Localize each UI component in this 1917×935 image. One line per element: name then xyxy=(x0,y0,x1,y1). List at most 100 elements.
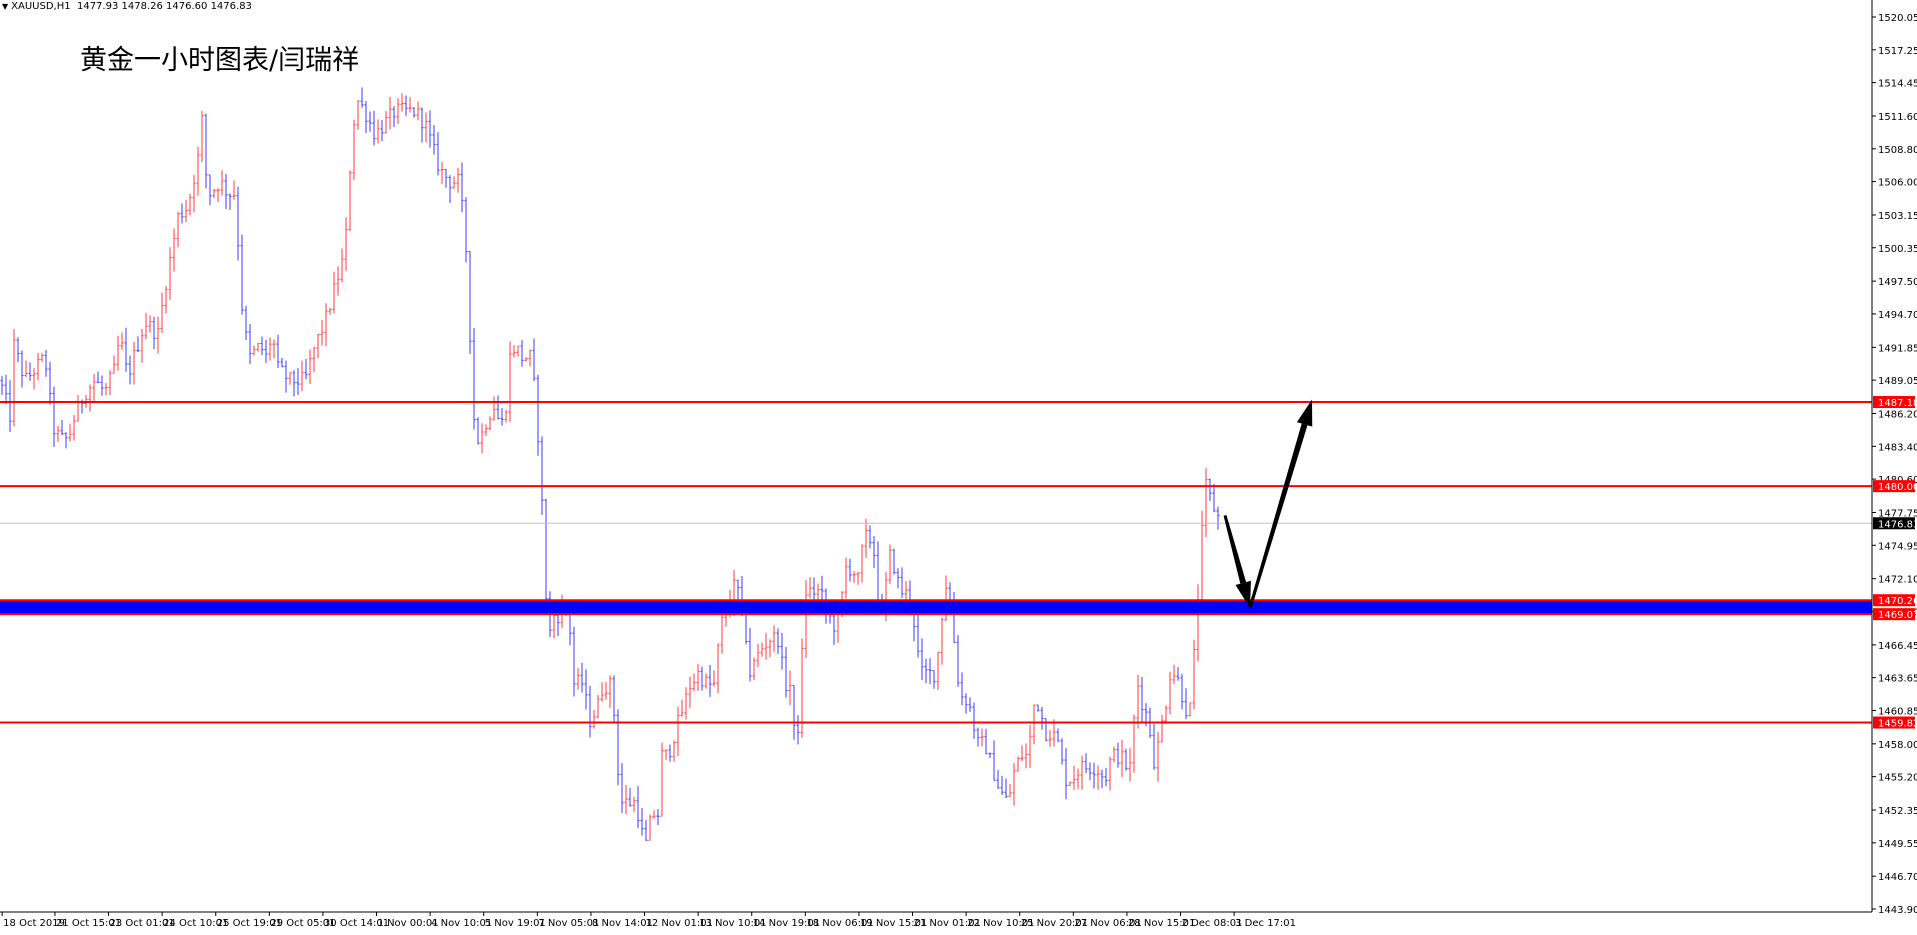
ohlc-bar xyxy=(316,334,320,359)
price-bars xyxy=(0,87,1220,841)
ohlc-bar xyxy=(616,709,620,786)
ohlc-bar xyxy=(1088,762,1092,781)
support-zone[interactable] xyxy=(0,600,1872,615)
ohlc-bar xyxy=(504,410,508,423)
ohlc-bar xyxy=(124,327,128,372)
ohlc-bar xyxy=(1000,775,1004,795)
ohlc-bar xyxy=(464,197,468,263)
ohlc-bar xyxy=(596,695,600,719)
ohlc-bar xyxy=(112,355,116,374)
ohlc-bar xyxy=(916,614,920,658)
y-tick-label: 1514.45 xyxy=(1878,79,1917,90)
dropdown-triangle-icon[interactable]: ▼ xyxy=(2,2,9,11)
ohlc-bar xyxy=(356,100,360,130)
ohlc-bar xyxy=(28,362,32,381)
ohlc-bar xyxy=(544,498,548,605)
ohlc-bar xyxy=(172,228,176,272)
ohlc-bar xyxy=(524,357,528,362)
ohlc-bar xyxy=(656,809,660,825)
ohlc-bar xyxy=(336,266,340,296)
ohlc-bar xyxy=(700,666,704,691)
ohlc-bar xyxy=(1120,739,1124,778)
ohlc-bar xyxy=(804,580,808,659)
ohlc-bar xyxy=(276,334,280,369)
ohlc-bar xyxy=(292,370,296,397)
ohlc-bar xyxy=(1136,674,1140,729)
ohlc-bar xyxy=(624,785,628,815)
ohlc-bar xyxy=(1084,753,1088,774)
ohlc-bar xyxy=(712,670,716,687)
ohlc-bar xyxy=(708,665,712,697)
horizontal-levels[interactable] xyxy=(0,401,1872,724)
x-tick-label: 22 Nov 10:01 xyxy=(967,918,1034,929)
ohlc-bar xyxy=(668,744,672,762)
ohlc-bar xyxy=(32,368,36,390)
ohlc-bar xyxy=(772,625,776,653)
x-tick-label: 3 Dec 17:01 xyxy=(1235,918,1296,929)
ohlc-bar xyxy=(1028,724,1032,768)
ohlc-bar xyxy=(496,395,500,420)
ohlc-bar xyxy=(612,675,616,722)
ohlc-bar xyxy=(60,420,64,436)
x-tick-label: 4 Nov 10:01 xyxy=(431,918,492,929)
ohlc-bar xyxy=(988,752,992,758)
ohlc-bar xyxy=(92,374,96,401)
y-tick-label: 1497.50 xyxy=(1878,277,1917,288)
ohlc-bar xyxy=(272,339,276,359)
ohlc-bar xyxy=(420,107,424,143)
ohlc-bar xyxy=(264,340,268,363)
x-tick-label: 18 Nov 06:01 xyxy=(806,918,873,929)
ohlc-bar xyxy=(1020,745,1024,762)
ohlc-bar xyxy=(536,374,540,456)
ohlc-bar xyxy=(636,786,640,829)
ohlc-bar xyxy=(1172,664,1176,685)
ohlc-bar xyxy=(144,313,148,340)
ohlc-bar xyxy=(748,627,752,682)
ohlc-bar xyxy=(184,199,188,223)
ohlc-bar xyxy=(1180,673,1184,710)
ohlc-bar xyxy=(368,111,372,132)
ohlc-bar xyxy=(900,567,904,598)
ohlc-bar xyxy=(236,186,240,261)
ohlc-bar xyxy=(176,211,180,248)
ohlc-bar xyxy=(280,357,284,368)
y-tick-label: 1500.35 xyxy=(1878,244,1917,255)
ohlc-bar xyxy=(688,676,692,708)
ohlc-bar xyxy=(436,132,440,176)
ohlc-bar xyxy=(100,375,104,396)
ohlc-bar xyxy=(844,557,848,599)
ohlc-bar xyxy=(1188,702,1192,717)
ohlc-bar xyxy=(680,699,684,717)
ohlc-bar xyxy=(4,374,8,404)
ohlc-bar xyxy=(1176,667,1180,681)
ohlc-bar xyxy=(52,386,56,448)
ohlc-bar xyxy=(472,328,476,430)
ohlc-bar xyxy=(1036,704,1040,712)
ohlc-bar xyxy=(972,702,976,739)
y-tick-label: 1463.65 xyxy=(1878,674,1917,685)
y-tick-label: 1474.95 xyxy=(1878,541,1917,552)
chart-overlay-title: 黄金一小时图表/闫瑞祥 xyxy=(80,45,360,76)
ohlc-bar xyxy=(1108,756,1112,791)
x-tick-label: 8 Nov 14:01 xyxy=(592,918,653,929)
ohlc-bar xyxy=(116,335,120,371)
ohlc-bar xyxy=(672,740,676,762)
ohlc-bar xyxy=(8,380,12,432)
ohlc-bar xyxy=(1056,728,1060,742)
ohlc-bar xyxy=(756,643,760,668)
ohlc-bar xyxy=(1032,704,1036,745)
ohlc-bar xyxy=(388,96,392,130)
ohlc-bar xyxy=(996,770,1000,789)
x-tick-label: 29 Oct 05:01 xyxy=(270,918,335,929)
arrow-down-segment[interactable] xyxy=(1223,515,1251,608)
ohlc-bar xyxy=(1024,743,1028,769)
arrow-up-segment[interactable] xyxy=(1248,399,1313,609)
forecast-arrow[interactable] xyxy=(1223,399,1313,609)
ohlc-bar xyxy=(428,110,432,148)
ohlc-bar xyxy=(392,106,396,128)
ohlc-bar xyxy=(512,345,516,358)
ohlc-bar xyxy=(460,162,464,213)
ohlc-bar xyxy=(528,349,532,367)
